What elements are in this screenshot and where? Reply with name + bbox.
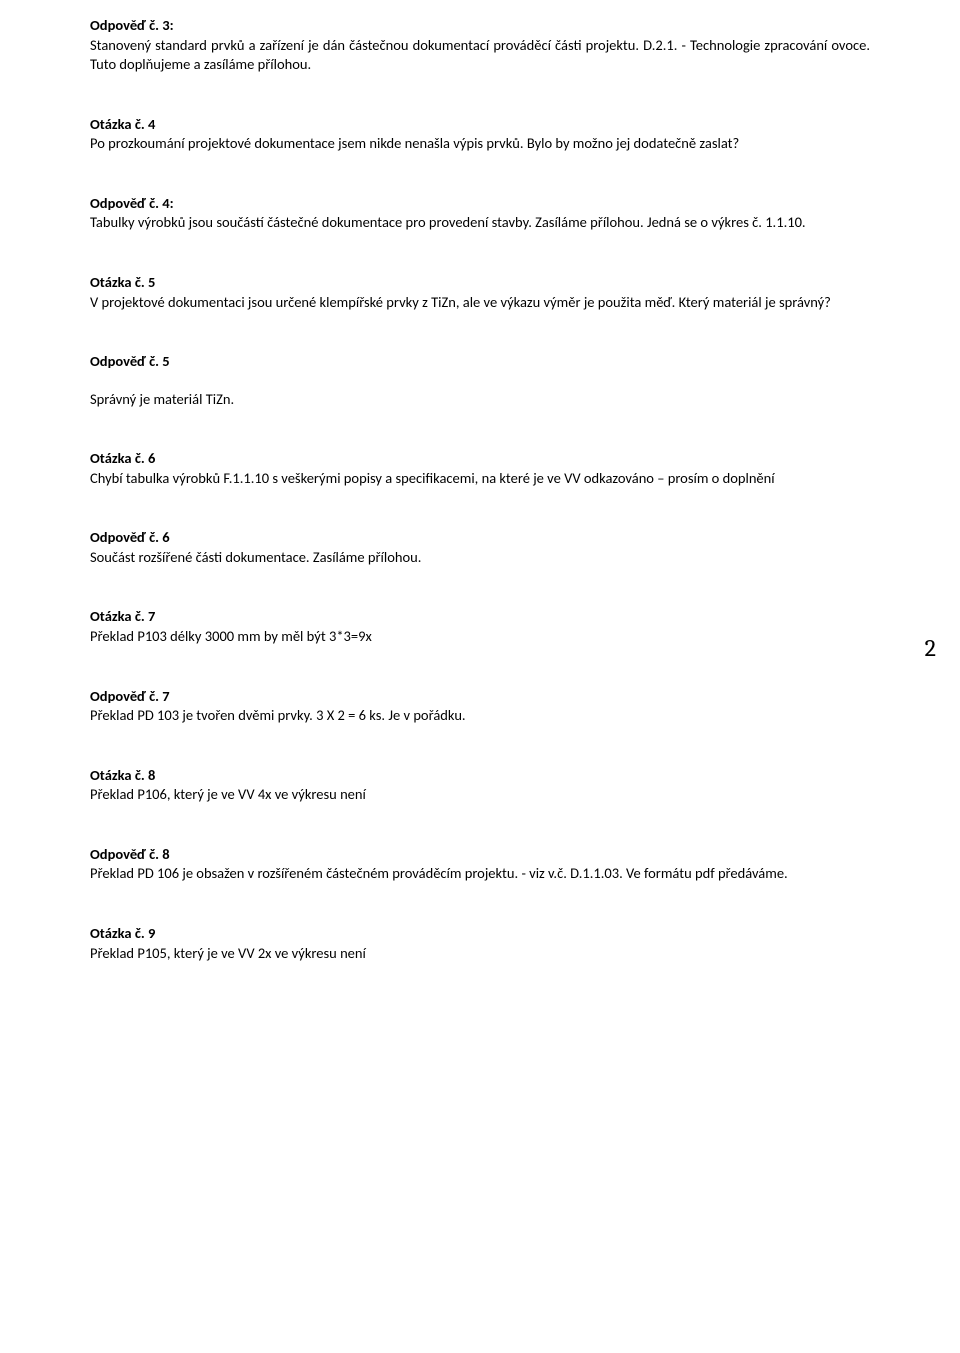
heading: Odpověď č. 6	[90, 528, 870, 548]
section-question-8: Otázka č. 8 Překlad P106, který je ve VV…	[90, 766, 870, 805]
section-answer-3: Odpověď č. 3: Stanovený standard prvků a…	[90, 16, 870, 75]
section-question-6: Otázka č. 6 Chybí tabulka výrobků F.1.1.…	[90, 449, 870, 488]
section-question-7: Otázka č. 7 Překlad P103 délky 3000 mm b…	[90, 607, 870, 646]
heading: Otázka č. 4	[90, 115, 870, 135]
section-answer-6: Odpověď č. 6 Součást rozšířené části dok…	[90, 528, 870, 567]
heading: Odpověď č. 5	[90, 352, 870, 372]
body-text: Překlad P105, který je ve VV 2x ve výkre…	[90, 944, 870, 964]
heading: Otázka č. 6	[90, 449, 870, 469]
document-page: 2 Odpověď č. 3: Stanovený standard prvků…	[0, 0, 960, 1353]
body-text: Překlad P106, který je ve VV 4x ve výkre…	[90, 785, 870, 805]
body-text: V projektové dokumentaci jsou určené kle…	[90, 293, 870, 313]
section-answer-7: Odpověď č. 7 Překlad PD 103 je tvořen dv…	[90, 687, 870, 726]
body-text: Překlad PD 103 je tvořen dvěmi prvky. 3 …	[90, 706, 870, 726]
heading: Odpověď č. 8	[90, 845, 870, 865]
body-text: Součást rozšířené části dokumentace. Zas…	[90, 548, 870, 568]
body-text: Stanovený standard prvků a zařízení je d…	[90, 36, 870, 75]
heading: Otázka č. 8	[90, 766, 870, 786]
body-text: Po prozkoumání projektové dokumentace js…	[90, 134, 870, 154]
heading: Odpověď č. 4:	[90, 194, 870, 214]
body-text: Tabulky výrobků jsou součástí částečné d…	[90, 213, 870, 233]
heading: Odpověď č. 3:	[90, 16, 870, 36]
section-answer-5: Odpověď č. 5 Správný je materiál TiZn.	[90, 352, 870, 409]
section-question-5: Otázka č. 5 V projektové dokumentaci jso…	[90, 273, 870, 312]
section-question-9: Otázka č. 9 Překlad P105, který je ve VV…	[90, 924, 870, 963]
section-answer-4: Odpověď č. 4: Tabulky výrobků jsou součá…	[90, 194, 870, 233]
body-text: Správný je materiál TiZn.	[90, 390, 870, 410]
body-text: Chybí tabulka výrobků F.1.1.10 s veškerý…	[90, 469, 870, 489]
heading: Otázka č. 9	[90, 924, 870, 944]
body-text: Překlad P103 délky 3000 mm by měl být 3*…	[90, 627, 870, 647]
page-side-number: 2	[925, 632, 936, 664]
heading: Otázka č. 5	[90, 273, 870, 293]
heading: Odpověď č. 7	[90, 687, 870, 707]
body-text: Překlad PD 106 je obsažen v rozšířeném č…	[90, 864, 870, 884]
section-answer-8: Odpověď č. 8 Překlad PD 106 je obsažen v…	[90, 845, 870, 884]
section-question-4: Otázka č. 4 Po prozkoumání projektové do…	[90, 115, 870, 154]
heading: Otázka č. 7	[90, 607, 870, 627]
